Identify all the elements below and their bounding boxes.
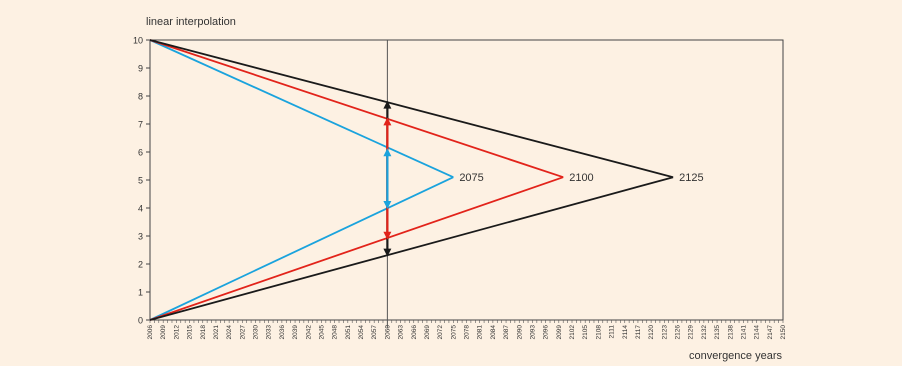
x-tick-label: 2030 [253, 325, 260, 340]
x-tick-label: 2132 [701, 325, 708, 340]
arrow-head-up-1 [383, 117, 392, 126]
x-tick-label: 2060 [384, 325, 391, 340]
y-tick-label: 1 [138, 288, 143, 298]
series-2125-lower-line [149, 176, 674, 321]
series-2075-lower-line [149, 176, 454, 321]
x-tick-label: 2036 [279, 325, 286, 340]
y-tick-label: 9 [138, 64, 143, 74]
y-tick-label: 0 [138, 316, 143, 326]
x-tick-label: 2123 [661, 325, 668, 340]
x-tick-label: 2117 [635, 325, 642, 339]
apex-label-2075: 2075 [459, 172, 483, 184]
arrow-head-up-2 [383, 148, 392, 157]
x-tick-label: 2102 [569, 325, 576, 340]
x-tick-label: 2135 [714, 325, 721, 340]
x-tick-label: 2096 [543, 325, 550, 340]
x-tick-label: 2111 [609, 325, 616, 339]
y-tick-label: 7 [138, 120, 143, 130]
x-tick-label: 2114 [622, 325, 629, 339]
series-2075-upper-line [149, 39, 454, 179]
x-tick-label: 2015 [187, 325, 194, 340]
x-tick-label: 2048 [332, 325, 339, 340]
y-tick-label: 10 [133, 36, 143, 46]
series-lines [149, 39, 674, 321]
series-2125-upper-line [149, 39, 674, 179]
x-tick-label: 2054 [358, 325, 365, 340]
y-tick-label: 6 [138, 148, 143, 158]
x-tick-label: 2042 [305, 325, 312, 340]
x-tick-label: 2051 [345, 325, 352, 340]
x-tick-label: 2090 [516, 325, 523, 340]
x-ticks: 2006 2009 2012 2015 2018 2021 2024 2027 2030 2033… [147, 320, 787, 339]
x-tick-label: 2099 [556, 325, 563, 340]
x-tick-label: 2138 [727, 325, 734, 340]
x-tick-label: 2075 [450, 325, 457, 340]
y-tick-label: 5 [138, 176, 143, 186]
apex-label-2100: 2100 [569, 172, 593, 184]
x-tick-label: 2129 [688, 325, 695, 340]
y-ticks: 0 1 2 3 4 5 6 7 8 9 10 [133, 36, 150, 326]
x-tick-label: 2081 [477, 325, 484, 340]
arrow-head-down-2 [383, 201, 392, 209]
x-tick-label: 2039 [292, 325, 299, 340]
x-tick-label: 2087 [503, 325, 510, 340]
x-tick-label: 2150 [780, 325, 787, 340]
x-tick-label: 2072 [437, 325, 444, 340]
arrow-head-down-0 [383, 248, 392, 257]
x-tick-label: 2024 [226, 325, 233, 340]
x-tick-label: 2018 [200, 325, 207, 340]
y-tick-label: 3 [138, 232, 143, 242]
x-tick-label: 2105 [582, 325, 589, 340]
x-tick-label: 2093 [529, 325, 536, 340]
arrow-head-up-0 [383, 100, 392, 109]
x-tick-label: 2021 [213, 325, 220, 340]
x-tick-label: 2147 [767, 325, 774, 340]
series-2100-upper-line [149, 39, 564, 179]
x-tick-label: 2057 [371, 325, 378, 340]
apex-label-2125: 2125 [679, 172, 703, 184]
x-tick-label: 2120 [648, 325, 655, 340]
y-tick-label: 4 [138, 204, 143, 214]
x-tick-label: 2141 [740, 325, 747, 340]
apex-labels: 2075 2100 2125 [459, 172, 703, 184]
x-tick-label: 2027 [239, 325, 246, 340]
range-arrows [383, 100, 392, 257]
x-axis-label: convergence years [689, 350, 782, 362]
x-tick-label: 2009 [160, 325, 167, 340]
x-tick-label: 2012 [173, 325, 180, 340]
series-2100-lower-line [149, 176, 564, 321]
y-axis-label: linear interpolation [146, 16, 236, 28]
y-tick-label: 2 [138, 260, 143, 270]
x-tick-label: 2066 [411, 325, 418, 340]
x-tick-label: 2126 [675, 325, 682, 340]
x-tick-label: 2006 [147, 325, 154, 340]
x-tick-label: 2045 [318, 325, 325, 340]
y-tick-label: 8 [138, 92, 143, 102]
x-tick-label: 2063 [398, 325, 405, 340]
x-tick-label: 2084 [490, 325, 497, 340]
x-tick-label: 2069 [424, 325, 431, 340]
x-tick-label: 2144 [754, 325, 761, 340]
x-tick-label: 2033 [266, 325, 273, 340]
arrow-head-down-1 [383, 231, 392, 240]
x-tick-label: 2078 [464, 325, 471, 340]
x-tick-label: 2108 [595, 325, 602, 340]
